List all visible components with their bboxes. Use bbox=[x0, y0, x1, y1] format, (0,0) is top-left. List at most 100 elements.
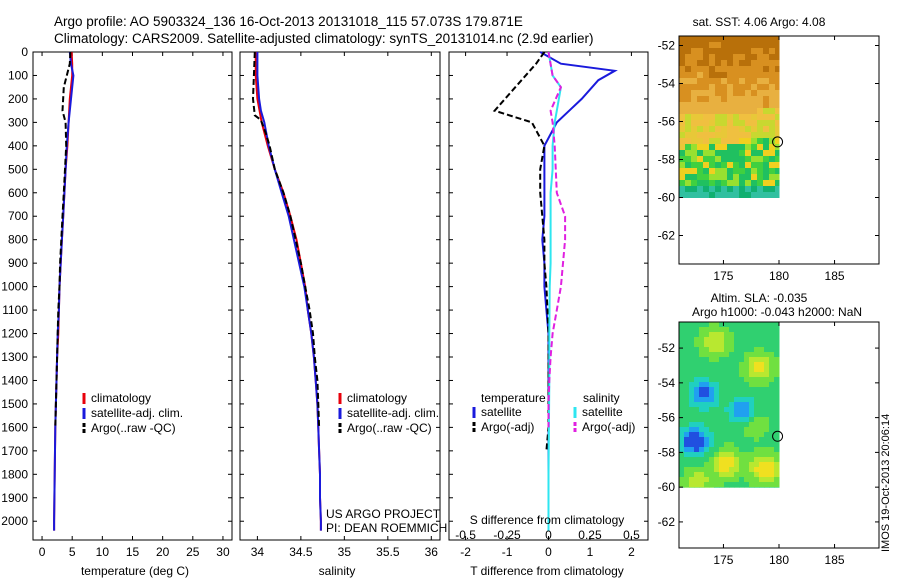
heatmap-cell bbox=[749, 407, 755, 413]
y-tick-label: 400 bbox=[8, 139, 28, 153]
heatmap-cell bbox=[759, 372, 765, 378]
heatmap-cell bbox=[709, 114, 716, 121]
heatmap-cell bbox=[744, 442, 750, 448]
heatmap-cell bbox=[697, 156, 704, 163]
heatmap-cell bbox=[709, 472, 715, 478]
heatmap-cell bbox=[691, 84, 698, 91]
y-tick-label: 1800 bbox=[1, 467, 28, 481]
heatmap-cell bbox=[757, 90, 764, 97]
heatmap-cell bbox=[719, 397, 725, 403]
heatmap-cell bbox=[769, 60, 776, 67]
plot-frame bbox=[239, 51, 441, 541]
heatmap-cell bbox=[757, 66, 764, 73]
heatmap-cell bbox=[739, 162, 746, 169]
heatmap-cell bbox=[684, 477, 690, 483]
heatmap-cell bbox=[745, 120, 752, 127]
heatmap-cell bbox=[704, 377, 710, 383]
x-tick-label: -1 bbox=[502, 545, 513, 559]
heatmap-cell bbox=[751, 132, 758, 139]
heatmap-cell bbox=[709, 332, 715, 338]
heatmap-cell bbox=[749, 402, 755, 408]
heatmap-cell bbox=[697, 114, 704, 121]
heatmap-cell bbox=[703, 90, 710, 97]
heatmap-cell bbox=[729, 412, 735, 418]
heatmap-cell bbox=[774, 372, 780, 378]
heatmap-cell bbox=[699, 372, 705, 378]
legend-label: satellite-adj. clim. bbox=[347, 406, 439, 420]
heatmap-cell bbox=[769, 54, 776, 61]
heatmap-cell bbox=[694, 387, 700, 393]
heatmap-cell bbox=[733, 120, 740, 127]
heatmap-cell bbox=[684, 437, 690, 443]
sla-map-panel: 175 180 185 -52 -54 -56 -58 -60 -62 bbox=[658, 321, 880, 567]
heatmap-cell bbox=[739, 357, 745, 363]
heatmap-cell bbox=[734, 472, 740, 478]
heatmap-cell bbox=[774, 352, 780, 358]
heatmap-cell bbox=[694, 377, 700, 383]
heatmap-cell bbox=[719, 472, 725, 478]
heatmap-cell bbox=[721, 186, 728, 193]
heatmap-cell bbox=[704, 482, 710, 488]
heatmap-cell bbox=[715, 90, 722, 97]
heatmap-cell bbox=[744, 412, 750, 418]
heatmap-cell bbox=[754, 387, 760, 393]
y-tick-label: 300 bbox=[8, 115, 28, 129]
heatmap-cell bbox=[709, 407, 715, 413]
heatmap-cell bbox=[689, 342, 695, 348]
heatmap-cell bbox=[739, 427, 745, 433]
heatmap-cell bbox=[704, 392, 710, 398]
heatmap-cell bbox=[754, 412, 760, 418]
x-tick-label: 34 bbox=[251, 545, 265, 559]
heatmap-cell bbox=[679, 417, 685, 423]
heatmap-cell bbox=[759, 362, 765, 368]
heatmap-cell bbox=[764, 387, 770, 393]
heatmap-cell bbox=[724, 442, 730, 448]
heatmap-cell bbox=[754, 332, 760, 338]
heatmap-cell bbox=[733, 42, 740, 49]
heatmap-cell bbox=[774, 347, 780, 353]
heatmap-cell bbox=[744, 352, 750, 358]
heatmap-cell bbox=[764, 477, 770, 483]
heatmap-cell bbox=[729, 337, 735, 343]
heatmap-cell bbox=[715, 78, 722, 85]
heatmap-cell bbox=[727, 84, 734, 91]
heatmap-cell bbox=[749, 437, 755, 443]
heatmap-cell bbox=[684, 372, 690, 378]
heatmap-cell bbox=[721, 168, 728, 175]
heatmap-cell bbox=[739, 168, 746, 175]
heatmap-cell bbox=[751, 168, 758, 175]
heatmap-cell bbox=[685, 60, 692, 67]
heatmap-cell bbox=[709, 60, 716, 67]
heatmap-cell bbox=[684, 382, 690, 388]
heatmap-cell bbox=[774, 412, 780, 418]
heatmap-cell bbox=[703, 96, 710, 103]
heatmap-cell bbox=[727, 174, 734, 181]
heatmap-cell bbox=[774, 357, 780, 363]
heatmap-cell bbox=[689, 397, 695, 403]
heatmap-cell bbox=[769, 462, 775, 468]
heatmap-cell bbox=[757, 174, 764, 181]
heatmap-cell bbox=[739, 108, 746, 115]
heatmap-cell bbox=[754, 357, 760, 363]
heatmap-cell bbox=[689, 387, 695, 393]
heatmap-cell bbox=[694, 367, 700, 373]
heatmap-cell bbox=[759, 357, 765, 363]
heatmap-cell bbox=[709, 447, 715, 453]
heatmap-cell bbox=[679, 382, 685, 388]
heatmap-cell bbox=[763, 192, 770, 198]
heatmap-cell bbox=[744, 362, 750, 368]
heatmap-cell bbox=[719, 362, 725, 368]
heatmap-cell bbox=[721, 36, 728, 43]
heatmap-cell bbox=[703, 114, 710, 121]
heatmap-cell bbox=[759, 477, 765, 483]
heatmap-cell bbox=[703, 144, 710, 151]
heatmap-cell bbox=[714, 397, 720, 403]
heatmap-cell bbox=[684, 457, 690, 463]
x-tick-label: 34.5 bbox=[289, 545, 313, 559]
heatmap-cell bbox=[721, 66, 728, 73]
heatmap-cell bbox=[749, 367, 755, 373]
heatmap-cell bbox=[757, 120, 764, 127]
heatmap-cell bbox=[679, 342, 685, 348]
heatmap-cell bbox=[763, 60, 770, 67]
heatmap-cell bbox=[769, 342, 775, 348]
